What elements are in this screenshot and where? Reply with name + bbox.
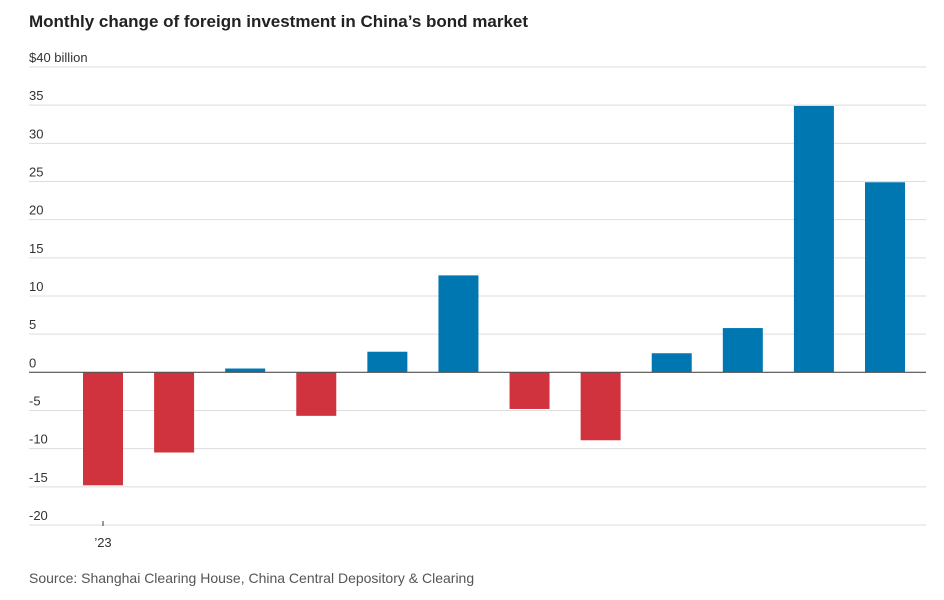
y-tick-label: 0 [29,355,36,370]
y-tick-label: $40 billion [29,50,88,65]
y-tick-label: 35 [29,88,43,103]
bar [367,351,408,373]
x-tick-label: ’23 [94,535,111,550]
bar [83,372,123,486]
bar [580,372,621,441]
axis-layer: $40 billion 35 30 25 20 15 10 5 0 -5 -10 -15 -20 ’23 [29,50,926,550]
y-tick-label: -10 [29,432,48,447]
bar [651,353,692,373]
y-tick-label: -5 [29,394,41,409]
y-tick-label: 20 [29,203,43,218]
y-tick-label: 15 [29,241,43,256]
y-tick-label: 30 [29,126,43,141]
bar [722,328,763,373]
y-tick-label: 10 [29,279,43,294]
y-tick-label: 25 [29,165,43,180]
bar [296,372,337,416]
chart-title: Monthly change of foreign investment in … [29,12,529,31]
y-tick-label: -20 [29,508,48,523]
bar-chart: $40 billion 35 30 25 20 15 10 5 0 -5 -10 -15 -20 ’23 [29,50,926,550]
bar [438,275,479,373]
y-tick-label: -15 [29,470,48,485]
bar [509,372,550,409]
bar [865,182,905,373]
y-tick-label: 5 [29,317,36,332]
bar [154,372,195,453]
bar [793,105,834,373]
source-note: Source: Shanghai Clearing House, China C… [29,570,475,586]
bar [225,368,266,373]
bars-layer [83,105,905,486]
